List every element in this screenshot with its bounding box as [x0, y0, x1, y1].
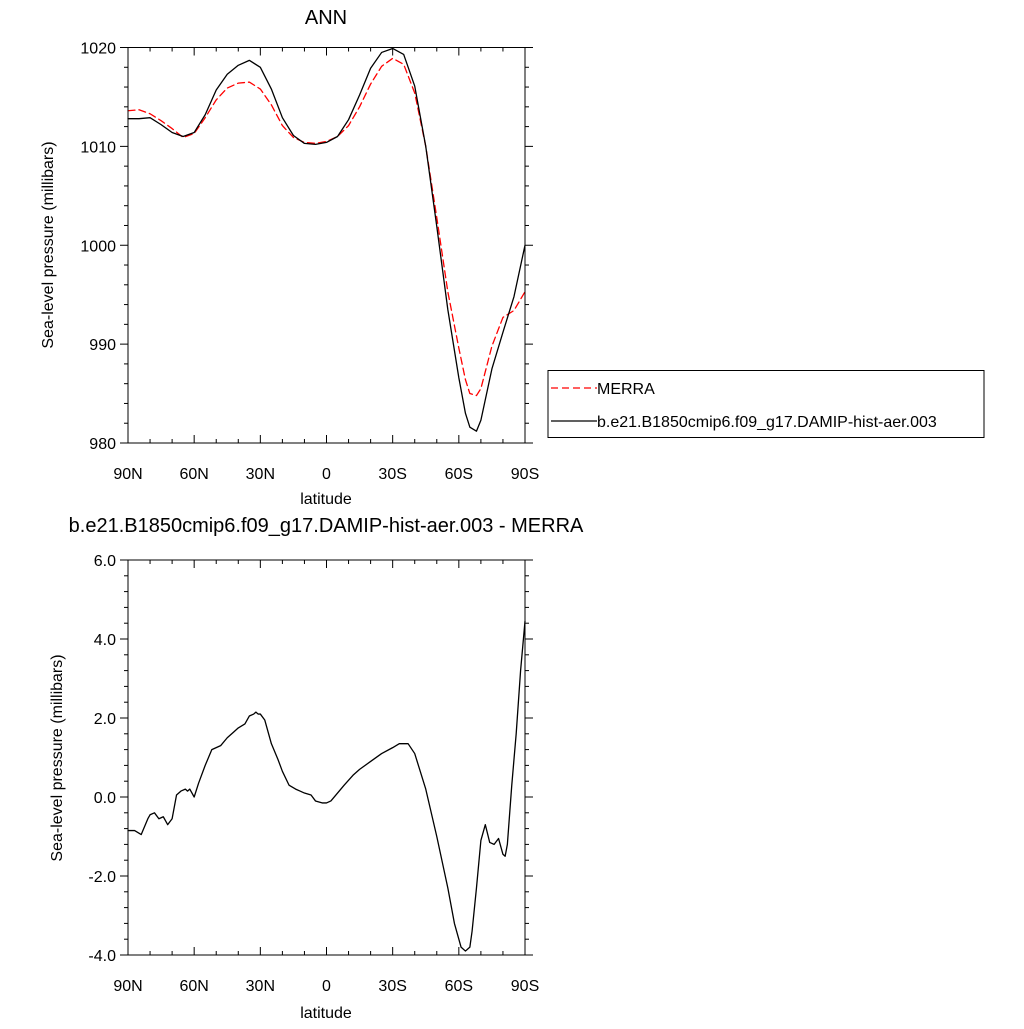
legend-label-merra: MERRA	[597, 381, 655, 398]
top-x-tick-label: 90S	[511, 466, 539, 483]
top-panel: ANN 90N 60N 30N 0 30S 60S 90S 980 990 1000 1010 102…	[40, 7, 539, 508]
bottom-y-tick-label: 6.0	[94, 553, 116, 570]
bottom-chart-title: b.e21.B1850cmip6.f09_g17.DAMIP-hist-aer.…	[69, 515, 584, 537]
legend-label-model: b.e21.B1850cmip6.f09_g17.DAMIP-hist-aer.…	[597, 414, 937, 431]
top-x-tick-label: 60S	[445, 466, 473, 483]
bottom-panel: b.e21.B1850cmip6.f09_g17.DAMIP-hist-aer.…	[49, 515, 584, 1022]
bottom-y-tick-label: -4.0	[88, 948, 116, 965]
top-plot-frame	[127, 47, 526, 444]
legend-box	[547, 370, 985, 438]
bottom-x-tick-label: 60S	[445, 978, 473, 995]
top-series-line-b-e21-b1850cmip6-f09-g17-damip-hist-aer-003	[127, 47, 526, 432]
top-x-tick-label: 30S	[378, 466, 406, 483]
bottom-y-tick-label: 0.0	[94, 790, 116, 807]
top-chart-title: ANN	[305, 7, 347, 29]
legend: MERRA b.e21.B1850cmip6.f09_g17.DAMIP-his…	[547, 370, 985, 438]
top-y-tick-label: 1020	[80, 41, 116, 58]
top-x-tick-label: 0	[322, 466, 331, 483]
bottom-series-line-difference	[127, 620, 526, 952]
bottom-y-tick-label: 2.0	[94, 711, 116, 728]
bottom-y-tick-label: 4.0	[94, 632, 116, 649]
bottom-x-tick-label: 30N	[246, 978, 275, 995]
bottom-y-tick-label: -2.0	[88, 869, 116, 886]
bottom-y-axis-label: Sea-level pressure (millibars)	[49, 654, 66, 861]
bottom-x-axis-label: latitude	[300, 1005, 352, 1022]
bottom-x-tick-label: 0	[322, 978, 331, 995]
top-x-tick-label: 30N	[246, 466, 275, 483]
top-x-axis-label: latitude	[300, 491, 352, 508]
top-y-tick-label: 1010	[80, 139, 116, 156]
top-y-tick-label: 990	[89, 337, 116, 354]
bottom-x-tick-label: 60N	[179, 978, 208, 995]
top-y-axis-label: Sea-level pressure (millibars)	[40, 141, 57, 348]
top-y-tick-label: 980	[89, 436, 116, 453]
bottom-x-tick-label: 90N	[113, 978, 142, 995]
top-series-line-merra	[127, 57, 526, 397]
top-x-tick-label: 60N	[179, 466, 208, 483]
top-x-tick-label: 90N	[113, 466, 142, 483]
bottom-plot-frame	[127, 559, 526, 956]
bottom-x-tick-label: 30S	[378, 978, 406, 995]
top-y-tick-label: 1000	[80, 238, 116, 255]
bottom-x-tick-label: 90S	[511, 978, 539, 995]
